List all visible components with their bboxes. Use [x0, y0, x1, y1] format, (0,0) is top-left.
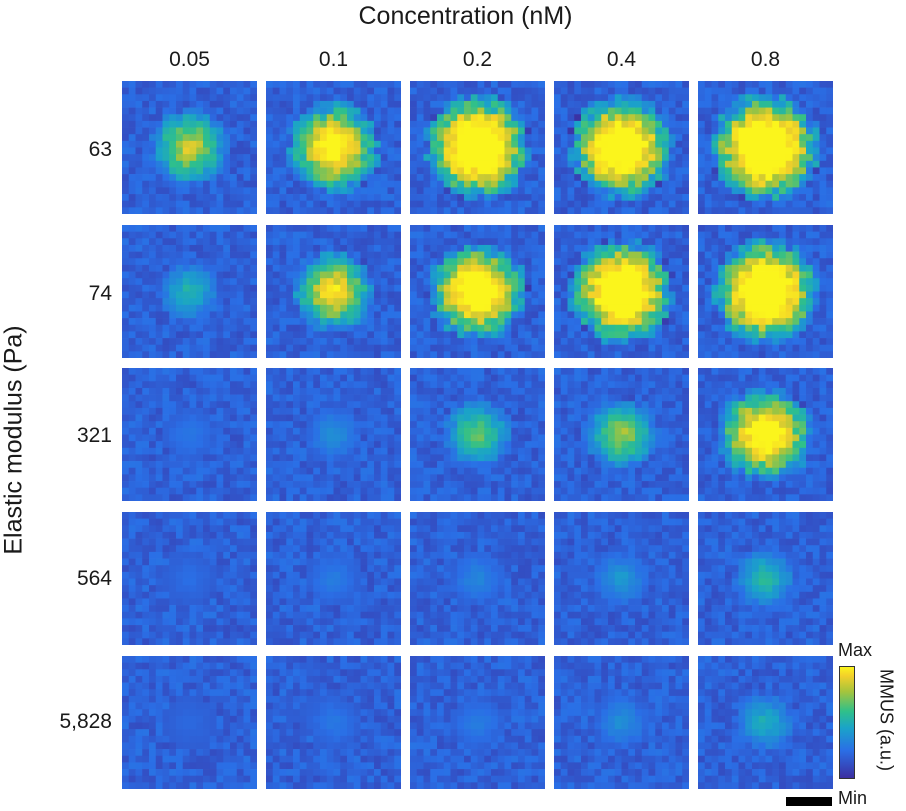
colorbar-max-label: Max: [838, 640, 873, 660]
heatmap-cell-r0-c4: [698, 81, 833, 214]
heatmap-cell-r1-c4: [698, 225, 833, 358]
heatmap-cell-r3-c2: [410, 512, 545, 645]
heatmap-cell-r2-c3: [554, 368, 689, 501]
row-label-1: 74: [88, 282, 112, 305]
heatmap-cell-r3-c1: [266, 512, 401, 645]
scale-bar: [786, 797, 832, 806]
row-label-4: 5,828: [59, 710, 112, 733]
column-label-1: 0.1: [318, 48, 349, 71]
y-axis-title: Elastic modulus (Pa): [0, 325, 28, 555]
column-label-3: 0.4: [606, 48, 637, 71]
heatmap-cell-r3-c0: [122, 512, 257, 645]
heatmap-cell-r2-c4: [698, 368, 833, 501]
row-label-3: 564: [76, 567, 112, 590]
heatmap-cell-r0-c2: [410, 81, 545, 214]
row-label-2: 321: [76, 424, 112, 447]
heatmap-cell-r0-c3: [554, 81, 689, 214]
heatmap-cell-r1-c3: [554, 225, 689, 358]
heatmap-cell-r0-c1: [266, 81, 401, 214]
heatmap-cell-r2-c2: [410, 368, 545, 501]
heatmap-cell-r1-c1: [266, 225, 401, 358]
column-label-2: 0.2: [462, 48, 493, 71]
column-label-0: 0.05: [169, 48, 210, 71]
row-label-0: 63: [88, 138, 112, 161]
heatmap-cell-r2-c1: [266, 368, 401, 501]
heatmap-cell-r4-c2: [410, 656, 545, 789]
heatmap-cell-r0-c0: [122, 81, 257, 214]
x-axis-title: Concentration (nM): [358, 2, 573, 30]
heatmap-cell-r4-c4: [698, 656, 833, 789]
column-label-4: 0.8: [750, 48, 781, 71]
heatmap-cell-r3-c3: [554, 512, 689, 645]
heatmap-cell-r4-c0: [122, 656, 257, 789]
heatmap-cell-r3-c4: [698, 512, 833, 645]
colorbar: [839, 666, 855, 779]
colorbar-label: MMUS (a.u.): [876, 668, 897, 772]
heatmap-cell-r1-c2: [410, 225, 545, 358]
heatmap-cell-r4-c1: [266, 656, 401, 789]
heatmap-cell-r1-c0: [122, 225, 257, 358]
heatmap-cell-r4-c3: [554, 656, 689, 789]
colorbar-min-label: Min: [838, 788, 868, 808]
heatmap-cell-r2-c0: [122, 368, 257, 501]
